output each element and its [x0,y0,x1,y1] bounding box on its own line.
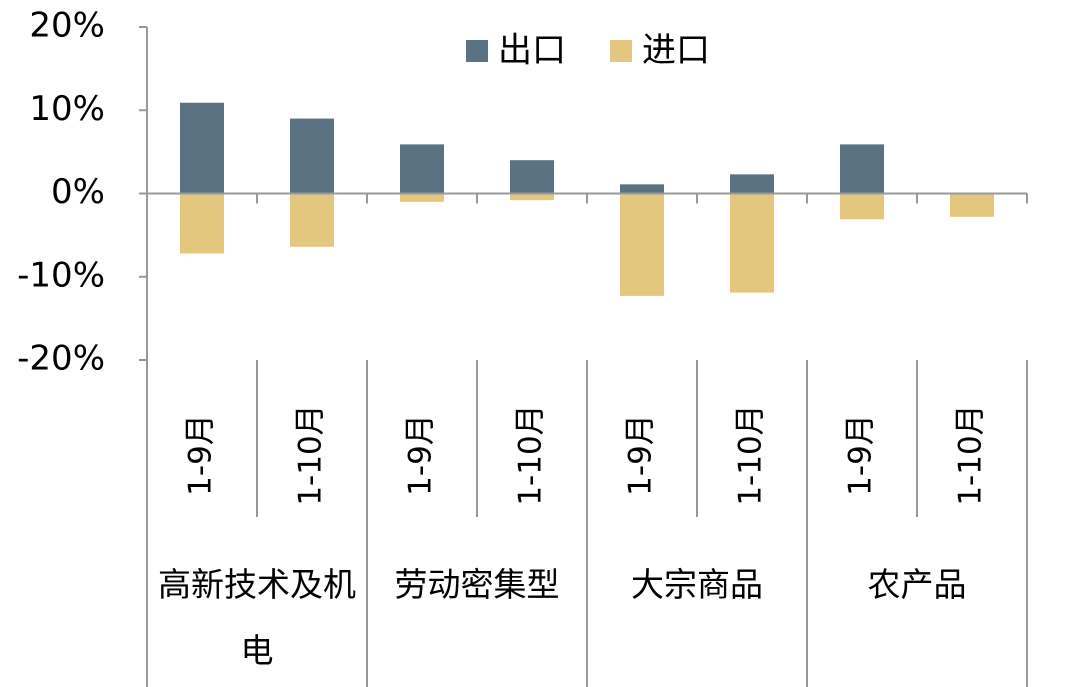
x-tick-label: 1-10月 [513,404,549,505]
bar [840,193,884,220]
legend-label: 出口 [498,31,566,71]
bar [400,144,444,194]
x-tick-label: 1-9月 [623,414,659,496]
bar [620,193,664,296]
y-tick-label: -10% [17,255,105,295]
group-label: 劳动密集型 [394,565,560,604]
x-tick-label: 1-10月 [733,404,769,505]
bar [400,193,444,202]
bar [290,193,334,247]
y-tick-label: 0% [51,172,105,212]
y-tick-label: 10% [29,89,105,129]
y-tick-label: 20% [29,6,105,46]
legend-swatch [466,40,488,62]
x-tick-label: 1-9月 [403,414,439,496]
legend-label: 进口 [642,31,710,71]
x-tick-label: 1-10月 [953,404,989,505]
bar [180,102,224,194]
bar [180,193,224,254]
group-label: 高新技术及机电 [158,565,356,670]
group-label: 农产品 [867,565,967,604]
bar [730,193,774,293]
bar [950,193,994,217]
bar [840,144,884,194]
bar [510,193,554,201]
bar [510,160,554,194]
group-label: 大宗商品 [631,565,763,604]
y-tick-label: -20% [17,339,105,379]
bar [730,174,774,194]
x-tick-label: 1-9月 [183,414,219,496]
bar [290,118,334,194]
legend-swatch [610,40,632,62]
x-tick-label: 1-9月 [843,414,879,496]
x-tick-label: 1-10月 [293,404,329,505]
bar [620,184,664,194]
